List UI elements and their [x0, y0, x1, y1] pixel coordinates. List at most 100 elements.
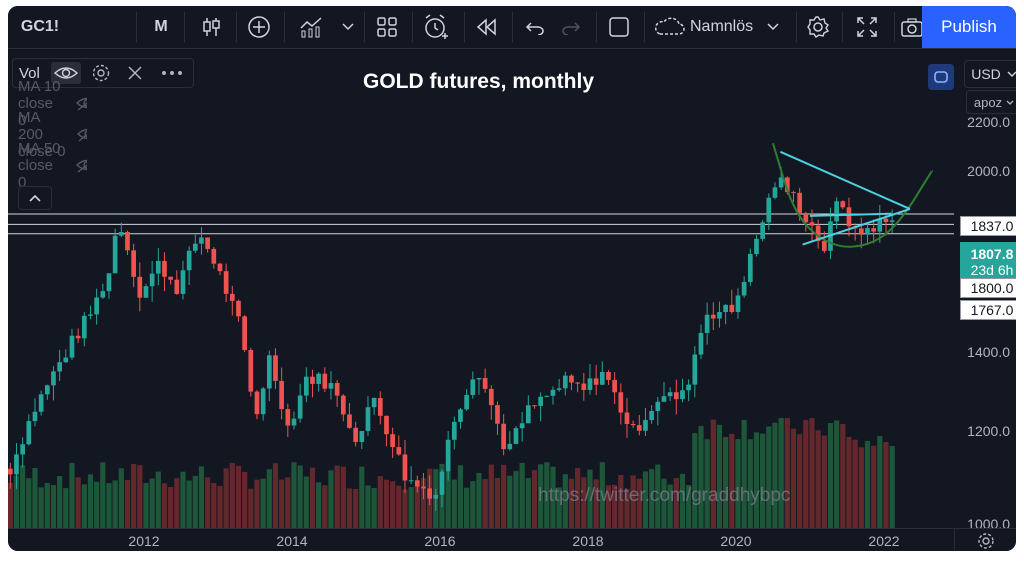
layout-button[interactable]: [372, 6, 402, 48]
candle-body: [377, 397, 383, 416]
volume-bar: [871, 445, 877, 528]
volume-bar: [550, 466, 556, 528]
indicators-dropdown[interactable]: [338, 6, 358, 48]
compare-button[interactable]: [244, 6, 274, 48]
candle-body: [735, 295, 741, 313]
volume-bar: [655, 464, 661, 528]
volume-bar: [698, 425, 704, 528]
candle-body: [525, 405, 531, 424]
candle-body: [612, 379, 617, 393]
currency-select[interactable]: USD: [964, 60, 1016, 88]
eye-off-icon[interactable]: [75, 156, 88, 174]
time-tick-label: 2012: [128, 533, 160, 549]
price-chart[interactable]: [8, 6, 1016, 551]
toolbar-divider: [644, 12, 645, 42]
volume-bar: [149, 478, 155, 528]
collapse-legend-button[interactable]: [18, 186, 52, 210]
scale-mode-select[interactable]: apoz: [966, 90, 1016, 114]
level-label-lower: 1767.0: [960, 300, 1016, 320]
study-row-ma50[interactable]: MA 50 close 0: [18, 140, 88, 191]
volume-bar: [87, 474, 94, 528]
volume-bar: [797, 434, 803, 528]
undo-button[interactable]: [520, 6, 550, 48]
chevron-down-icon: [342, 23, 354, 31]
candle-body: [63, 357, 69, 363]
interval-button[interactable]: M: [146, 6, 176, 48]
volume-bar: [291, 462, 297, 528]
volume-bar: [248, 488, 254, 528]
volume-bar: [790, 428, 797, 528]
volume-bar: [513, 470, 519, 528]
volume-bar: [223, 468, 229, 528]
interval-label: M: [154, 18, 168, 35]
candle-body: [155, 260, 161, 274]
volume-bar: [38, 487, 44, 528]
candle-body: [192, 243, 198, 251]
candle-body: [538, 396, 543, 406]
axis-settings-button[interactable]: [954, 528, 1016, 551]
publish-button[interactable]: Publish: [922, 6, 1016, 48]
volume-bar: [883, 442, 889, 528]
candle-body: [279, 380, 284, 410]
remove-volume-button[interactable]: [127, 59, 143, 87]
volume-bar: [161, 483, 168, 528]
volume-bar: [44, 483, 50, 528]
time-tick-label: 2016: [424, 533, 456, 549]
time-axis[interactable]: 2012 2014 2016 2018 2020 2022: [8, 528, 954, 551]
candle-body: [680, 390, 685, 400]
sync-layout-button[interactable]: [928, 64, 954, 90]
volume-bar: [297, 465, 303, 528]
volume-bar: [309, 467, 316, 528]
eye-off-icon[interactable]: [76, 125, 88, 143]
replay-button[interactable]: [472, 6, 502, 48]
volume-bar: [328, 470, 334, 528]
volume-bar: [402, 489, 408, 528]
study-row-ma10[interactable]: MA 10 close 0: [18, 78, 88, 129]
alert-button[interactable]: [420, 6, 454, 48]
more-options-button[interactable]: [161, 59, 183, 87]
indicators-button[interactable]: [294, 6, 330, 48]
candle-body: [199, 237, 204, 244]
eye-off-icon[interactable]: [75, 94, 88, 112]
symbol-search-button[interactable]: GC1!: [14, 6, 66, 48]
volume-bar: [198, 466, 205, 528]
candle-body: [162, 260, 167, 277]
redo-button[interactable]: [556, 6, 586, 48]
fullscreen-toggle-button[interactable]: [604, 6, 634, 48]
volume-bar: [186, 480, 192, 528]
candle-body: [180, 270, 186, 294]
volume-bar: [723, 437, 729, 528]
volume-legend-row[interactable]: Vol: [12, 58, 194, 88]
volume-bar: [254, 479, 260, 528]
candle-body: [784, 177, 790, 193]
candle-body: [667, 392, 673, 397]
visibility-toggle[interactable]: [51, 59, 81, 87]
candle-body: [636, 425, 642, 431]
candle-body: [236, 300, 241, 317]
volume-bar: [260, 478, 266, 528]
volume-bar: [124, 479, 131, 528]
volume-bar: [624, 488, 630, 528]
volume-bar: [741, 419, 747, 528]
candle-body: [100, 291, 106, 298]
layout-name-button[interactable]: Namnlös: [652, 6, 792, 48]
candle-body: [260, 388, 266, 415]
volume-bar: [266, 469, 272, 528]
volume-bar: [575, 467, 581, 528]
candle-body: [451, 421, 457, 440]
toolbar-divider: [894, 12, 895, 42]
candle-style-button[interactable]: [194, 6, 228, 48]
study-row-ma200[interactable]: MA 200 close 0: [18, 109, 88, 160]
candle-body: [803, 212, 809, 223]
snapshot-button[interactable]: [900, 6, 924, 48]
fullscreen-button[interactable]: [850, 6, 884, 48]
volume-bar: [840, 423, 846, 528]
gear-icon: [978, 532, 994, 549]
candle-body: [599, 371, 605, 385]
candle-body: [396, 447, 402, 455]
price-tick-label: 1400.0: [967, 344, 1010, 361]
volume-bar: [716, 424, 723, 528]
cloud-icon: [654, 17, 685, 35]
volume-settings-button[interactable]: [91, 59, 111, 87]
settings-button[interactable]: [803, 6, 833, 48]
